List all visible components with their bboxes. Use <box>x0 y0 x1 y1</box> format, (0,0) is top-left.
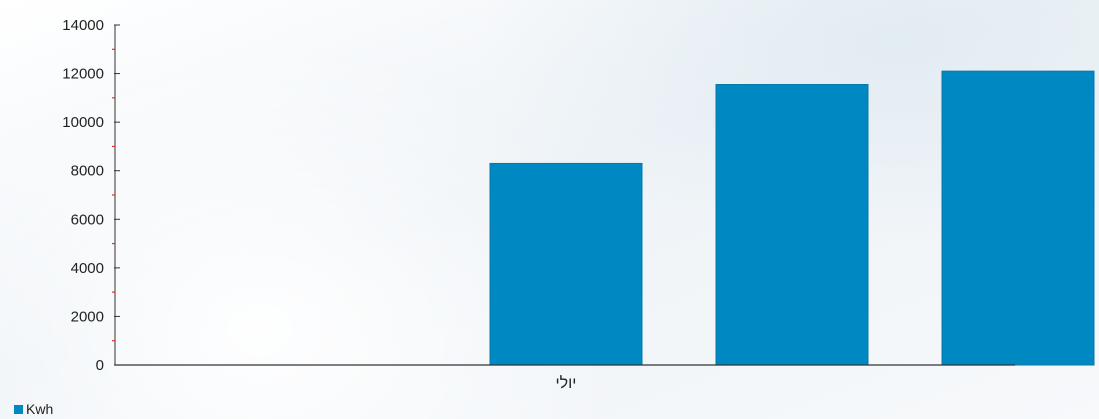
y-tick-label-6: 12000 <box>62 66 104 83</box>
legend-swatch-kwh <box>14 404 23 414</box>
x-tick-label-2: יולי <box>556 374 577 392</box>
bar-2 <box>489 162 643 366</box>
legend-label-kwh: Kwh <box>26 401 54 417</box>
legend: Kwh <box>14 401 53 417</box>
bar-chart: 0 2000 4000 6000 8000 10000 12000 14000 יולי <box>62 17 1095 392</box>
y-tick-label-0: 0 <box>96 357 104 374</box>
bar-3 <box>715 84 869 366</box>
y-tick-label-2: 4000 <box>71 260 104 277</box>
y-tick-label-5: 10000 <box>62 114 104 131</box>
y-tick-label-3: 6000 <box>71 211 104 228</box>
y-tick-label-1: 2000 <box>71 308 104 325</box>
y-tick-label-4: 8000 <box>71 163 104 180</box>
y-tick-label-7: 14000 <box>62 17 104 34</box>
bar-4 <box>941 70 1095 366</box>
